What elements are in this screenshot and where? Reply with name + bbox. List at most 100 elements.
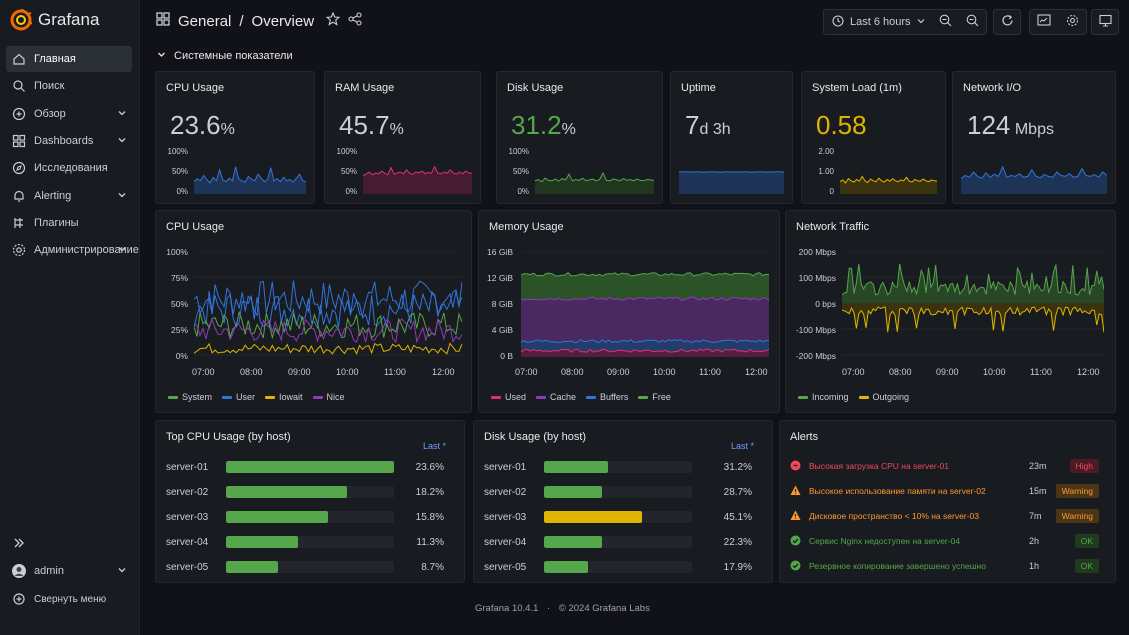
table-row[interactable]: server-01 31.2% [484,459,752,475]
stat-panel[interactable]: Network I/O 124 Mbps [952,71,1116,204]
user-menu[interactable]: admin [6,558,132,584]
stat-unit: % [561,121,576,138]
legend-label: User [236,392,256,402]
breadcrumb-dashboard[interactable]: Overview [251,12,315,30]
add-panel-icon[interactable] [1037,14,1051,30]
table-row[interactable]: server-05 8.7% [166,559,444,575]
alert-row[interactable]: Высокая загрузка CPU на server-01 23m High [790,458,1107,474]
dock-menu-button[interactable] [6,530,132,556]
grafana-logo[interactable]: Grafana [10,9,99,31]
stat-unit: % [220,121,235,138]
y-axis-label: 0 [829,187,834,196]
sidebar-item-gear[interactable]: Администрирование [6,237,139,263]
table-row[interactable]: server-05 17.9% [484,559,752,575]
refresh-button[interactable] [993,9,1021,35]
row-header[interactable]: Системные показатели [157,50,293,62]
bar-fill [226,461,394,473]
sidebar-item-search[interactable]: Поиск [6,73,132,99]
legend-item[interactable]: System [168,392,212,402]
legend-item[interactable]: Free [638,392,671,402]
series-system-line [194,310,462,340]
time-range-picker[interactable]: Last 6 hours [823,9,987,35]
legend-item[interactable]: User [222,392,255,402]
warning-icon [790,485,801,498]
sparkline-line [194,166,306,184]
cpu-usage-panel[interactable]: CPU Usage 100% 75% 50% 25% 0% 07:00 08:00 09:0… [155,210,472,413]
bar-value: 17.9% [723,561,752,573]
search-icon [12,79,26,93]
clock-icon [832,14,844,30]
memory-usage-panel[interactable]: Memory Usage 16 GiB 12 GiB 8 GiB 4 GiB 0 B 0… [478,210,780,413]
legend-swatch [168,395,178,399]
panel-title: Network I/O [963,82,1022,94]
sort-column-header[interactable]: Last * [422,441,446,451]
legend-item[interactable]: Used [491,392,526,402]
host-name: server-02 [484,486,527,498]
sidebar-item-home[interactable]: Главная [6,46,132,72]
star-icon[interactable] [325,11,341,30]
x-axis-label: 07:00 [515,367,538,377]
share-icon[interactable] [348,12,362,30]
tv-mode-button[interactable] [1091,9,1119,35]
stat-unit: d 3h [699,121,731,138]
zoom-in-icon[interactable] [966,14,979,30]
table-row[interactable]: server-04 11.3% [166,534,444,550]
network-traffic-panel[interactable]: Network Traffic 200 Mbps 100 Mbps 0 bps -10… [785,210,1116,413]
network-timeseries[interactable] [842,251,1104,357]
table-row[interactable]: server-03 15.8% [166,509,444,525]
sparkline-line [535,171,654,183]
sparkline [363,165,472,194]
alert-message: Сервис Nginx недоступен на server-04 [809,536,961,546]
legend-label: Free [652,392,671,402]
sidebar-item-dashboards[interactable]: Dashboards [6,128,132,154]
legend-item[interactable]: Iowait [265,392,303,402]
bar-fill [226,561,279,573]
stat-panel[interactable]: System Load (1m) 0.58 2.00 1.00 0 [801,71,946,204]
footer-version[interactable]: Grafana 10.4.1 [475,603,539,614]
sidebar-item-plug[interactable]: Плагины [6,210,132,236]
collapse-menu-button[interactable]: Свернуть меню [6,586,132,612]
panel-title: Memory Usage [489,221,564,233]
alert-row[interactable]: Сервис Nginx недоступен на server-04 2h OK [790,533,1107,549]
settings-icon[interactable] [1066,14,1079,30]
table-row[interactable]: server-02 18.2% [166,484,444,500]
stat-panel[interactable]: Uptime 7d 3h [670,71,793,204]
series-used-area [521,349,769,357]
legend-item[interactable]: Cache [536,392,576,402]
host-name: server-03 [166,511,209,523]
alert-row[interactable]: Дисковое пространство < 10% на server-03… [790,508,1107,524]
sidebar-item-explore[interactable]: Исследования [6,155,132,181]
sidebar-item-bell[interactable]: Alerting [6,183,132,209]
bar-fill [544,511,642,523]
table-row[interactable]: server-03 45.1% [484,509,752,525]
table-row[interactable]: server-04 22.3% [484,534,752,550]
table-row[interactable]: server-01 23.6% [166,459,444,475]
breadcrumb-folder[interactable]: General [178,12,232,30]
cpu-timeseries[interactable] [194,251,462,357]
disk-usage-panel[interactable]: Disk Usage (by host) Last * server-01 31.… [473,420,773,583]
memory-timeseries[interactable] [521,251,769,357]
sort-column-header[interactable]: Last * [730,441,754,451]
top-cpu-panel[interactable]: Top CPU Usage (by host) Last * server-01… [155,420,465,583]
bar-track [226,511,394,523]
table-row[interactable]: server-02 28.7% [484,484,752,500]
stat-panel[interactable]: CPU Usage 23.6% 100% 50% 0% [155,71,315,204]
legend-swatch [265,395,276,399]
bar-fill [544,561,589,573]
alerts-panel[interactable]: Alerts Высокая загрузка CPU на server-01… [779,420,1116,583]
bar-value: 18.2% [415,486,444,498]
stat-panel[interactable]: Disk Usage 31.2% 100% 50% 0% [496,71,663,204]
legend-item[interactable]: Outgoing [858,392,909,402]
bar-track [544,486,692,498]
zoom-out-icon[interactable] [939,14,952,30]
error-icon [790,460,801,473]
legend-item[interactable]: Nice [312,392,345,402]
stat-panel[interactable]: RAM Usage 45.7% 100% 50% 0% [324,71,481,204]
sparkline [961,165,1107,194]
legend-item[interactable]: Incoming [798,392,849,402]
legend-item[interactable]: Buffers [586,392,628,402]
alert-row[interactable]: Резервное копирование завершено успешно 1… [790,558,1107,574]
alert-message: Резервное копирование завершено успешно [809,561,986,571]
alert-row[interactable]: Высокое использование памяти на server-0… [790,483,1107,499]
sidebar-item-compass[interactable]: Обзор [6,101,132,127]
